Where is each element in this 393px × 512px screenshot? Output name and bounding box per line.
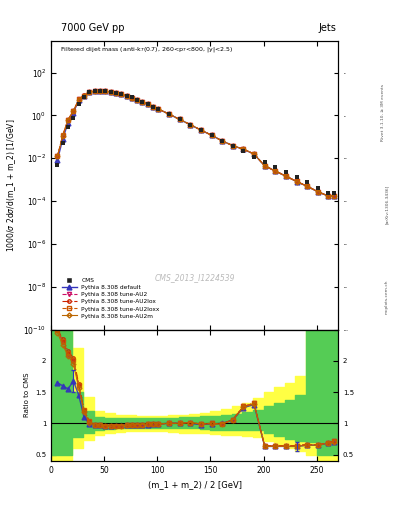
Text: Rivet 3.1.10, ≥ 3M events: Rivet 3.1.10, ≥ 3M events [381, 84, 385, 141]
Point [198, 126, 204, 134]
Point [81, 93, 87, 101]
Text: Filtered dijet mass (anti-k$_T$(0.7), 260<p$_T$<800, |y|<2.5): Filtered dijet mass (anti-k$_T$(0.7), 26… [60, 45, 233, 54]
Y-axis label: 1000/$\sigma$ 2d$\sigma$/d(m_1 + m_2) [1/GeV]: 1000/$\sigma$ 2d$\sigma$/d(m_1 + m_2) [1… [5, 118, 18, 252]
Point [294, 173, 300, 181]
Point [129, 93, 135, 101]
Point [261, 158, 268, 166]
Point [102, 87, 108, 95]
Point [251, 153, 257, 161]
Point [176, 115, 183, 123]
Point [107, 88, 114, 96]
Point [54, 161, 61, 169]
Point [304, 178, 310, 186]
Point [315, 184, 321, 192]
Text: [arXiv:1306.3436]: [arXiv:1306.3436] [385, 185, 389, 224]
Point [113, 89, 119, 97]
Point [92, 87, 98, 95]
Point [140, 98, 146, 106]
Text: 7000 GeV pp: 7000 GeV pp [61, 23, 125, 33]
Point [272, 163, 278, 171]
Point [166, 110, 172, 118]
Point [145, 100, 151, 108]
Point [150, 102, 156, 111]
Point [60, 139, 66, 147]
Point [155, 105, 162, 113]
Point [75, 100, 82, 108]
Text: CMS_2013_I1224539: CMS_2013_I1224539 [154, 273, 235, 282]
Point [187, 121, 193, 129]
Point [331, 188, 337, 197]
Point [208, 131, 215, 139]
Point [219, 137, 225, 145]
Text: mcplots.cern.ch: mcplots.cern.ch [385, 280, 389, 314]
Legend: CMS, Pythia 8.308 default, Pythia 8.308 tune-AU2, Pythia 8.308 tune-AU2lox, Pyth: CMS, Pythia 8.308 default, Pythia 8.308 … [60, 275, 162, 321]
Point [283, 168, 289, 176]
Point [86, 88, 92, 96]
Point [240, 147, 246, 156]
Point [134, 95, 140, 103]
Point [230, 142, 236, 150]
Text: Jets: Jets [318, 23, 336, 33]
Point [325, 188, 332, 197]
Point [118, 90, 124, 98]
Point [70, 114, 77, 122]
X-axis label: (m_1 + m_2) / 2 [GeV]: (m_1 + m_2) / 2 [GeV] [147, 480, 242, 489]
Point [65, 122, 71, 131]
Point [123, 92, 130, 100]
Point [97, 87, 103, 95]
Y-axis label: Ratio to CMS: Ratio to CMS [24, 373, 29, 417]
